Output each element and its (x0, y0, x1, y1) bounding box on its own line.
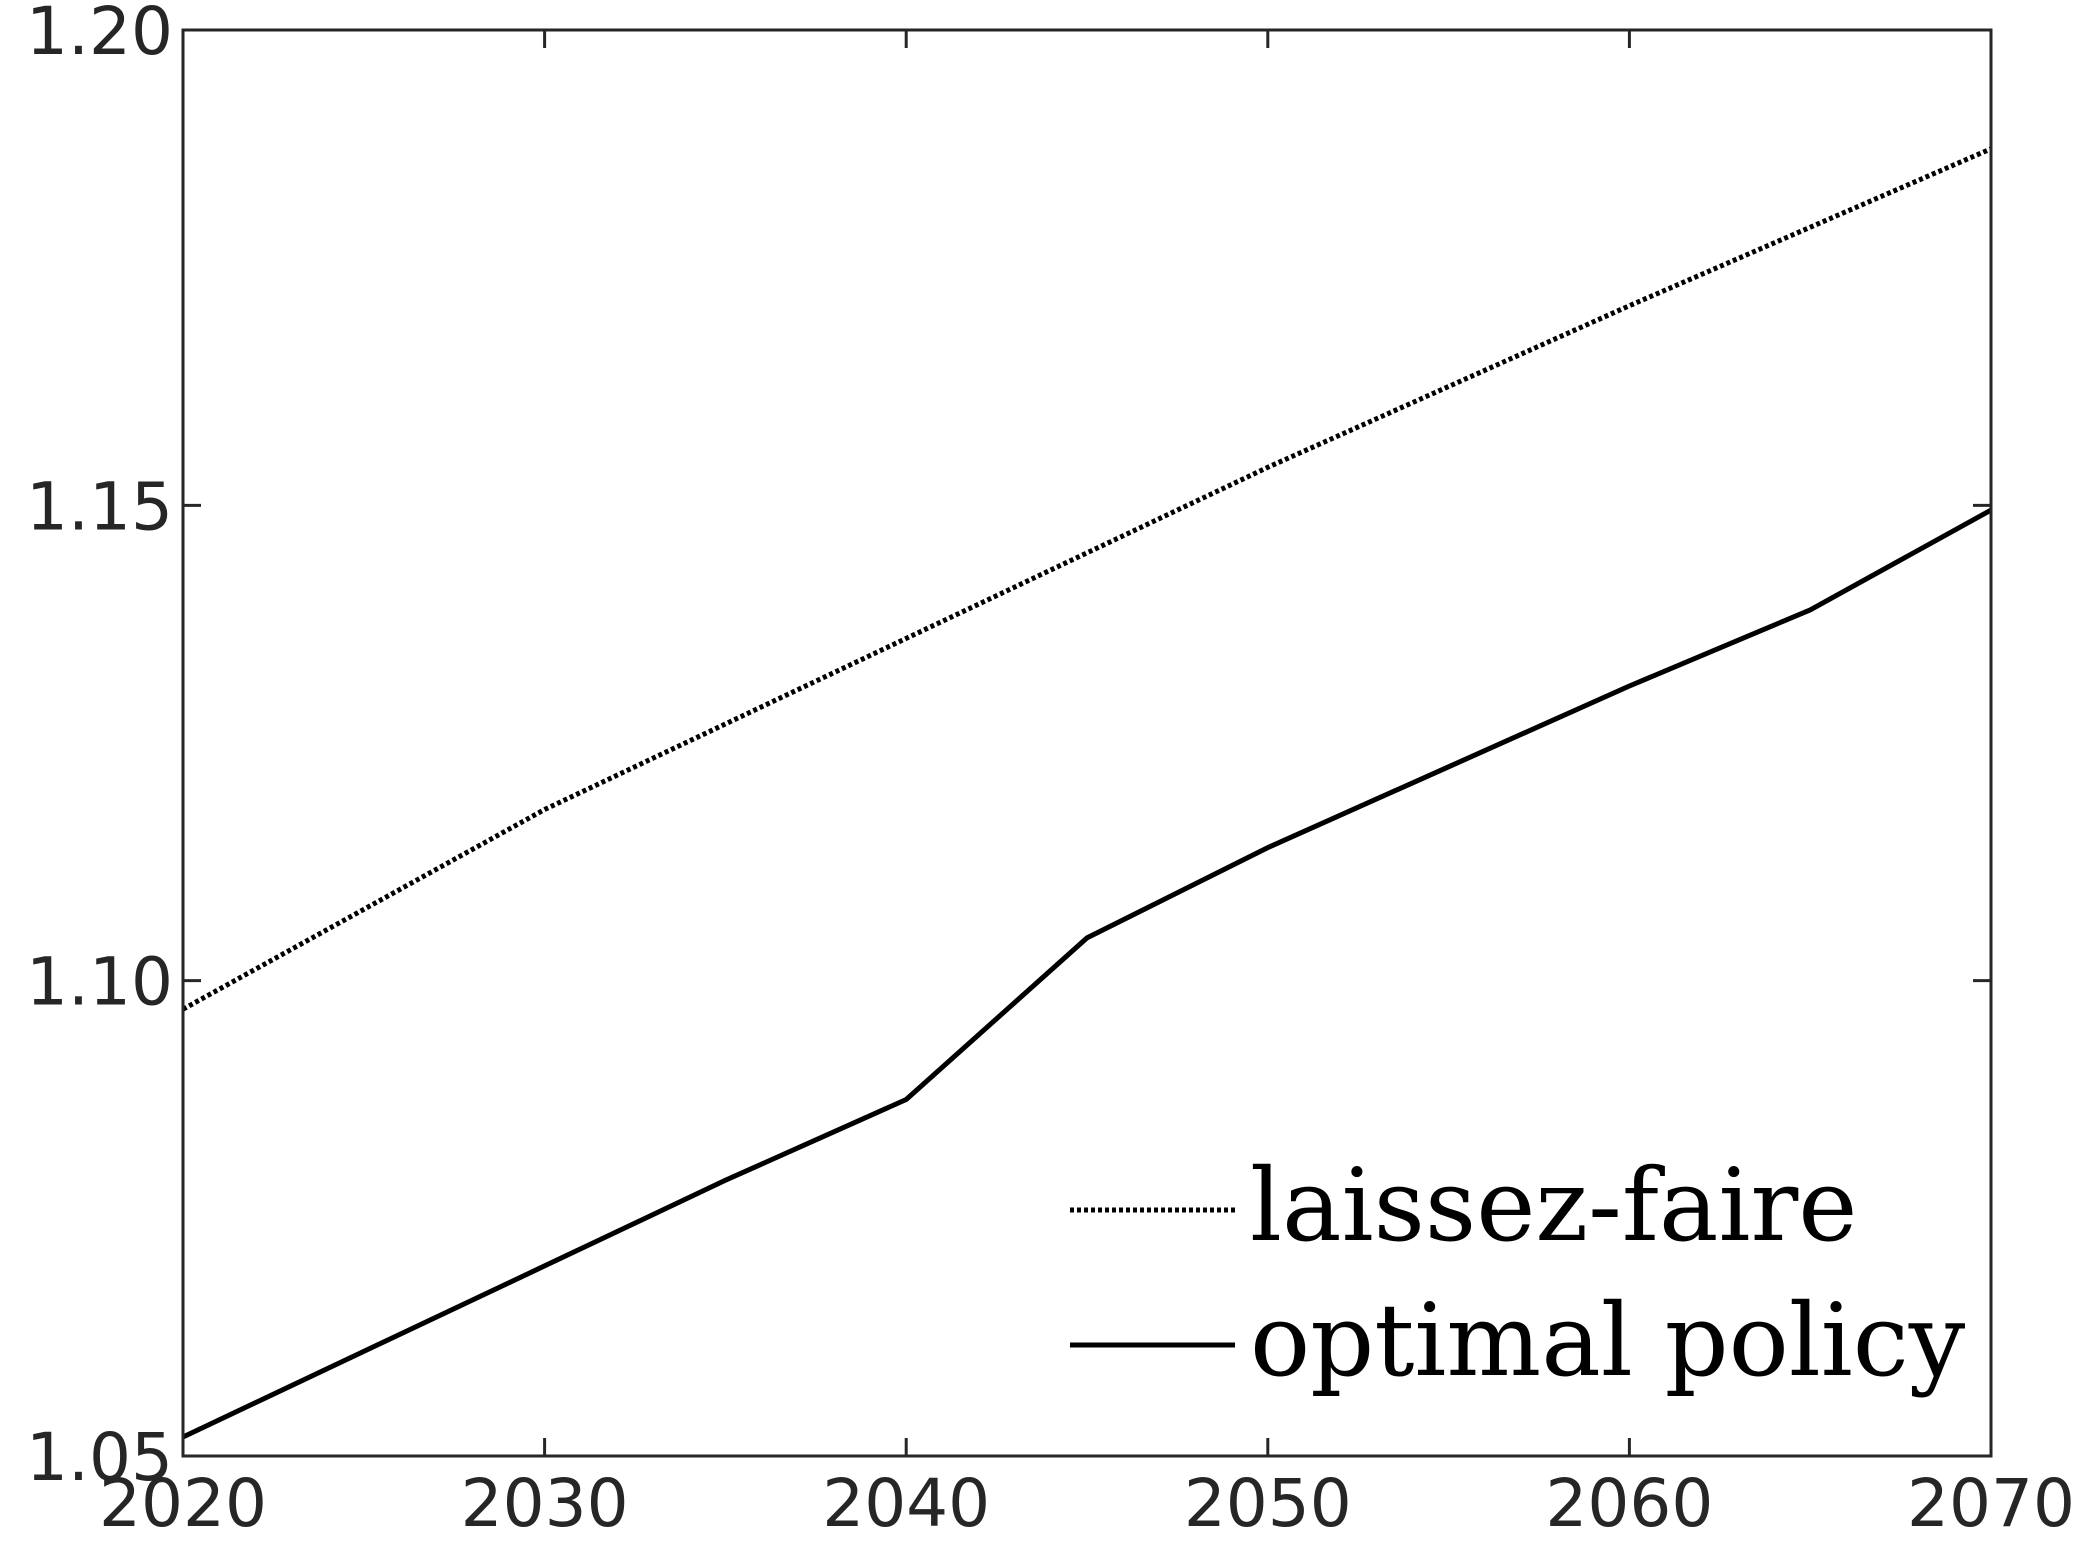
y-tick-label: 1.10 (26, 944, 173, 1021)
x-tick-label: 2030 (461, 1465, 629, 1542)
x-tick-label: 2040 (822, 1465, 990, 1542)
legend-label-1: laissez-faire (1250, 1147, 1857, 1264)
series-layer (181, 146, 1993, 1440)
axes-frame (181, 28, 1993, 1458)
x-tick-label: 2020 (99, 1465, 267, 1542)
plot-area (183, 30, 1991, 1456)
x-tick-label: 2070 (1907, 1465, 2075, 1542)
y-tick-label: 1.15 (26, 468, 173, 545)
x-tick-label: 2050 (1184, 1465, 1352, 1542)
y-tick-label: 1.20 (26, 0, 173, 70)
x-tick-label: 2060 (1545, 1465, 1713, 1542)
axes-layer: 2020 2030 2040 2050 2060 2070 1.05 1.10 1.15 1.20 (26, 0, 2075, 1542)
series-line-1 (181, 146, 1992, 1012)
y-tick-label: 1.05 (26, 1419, 173, 1496)
legend: laissez-faire optimal policy (1070, 1147, 1966, 1399)
series-line-2 (181, 507, 1993, 1440)
legend-label-2: optimal policy (1250, 1282, 1966, 1399)
